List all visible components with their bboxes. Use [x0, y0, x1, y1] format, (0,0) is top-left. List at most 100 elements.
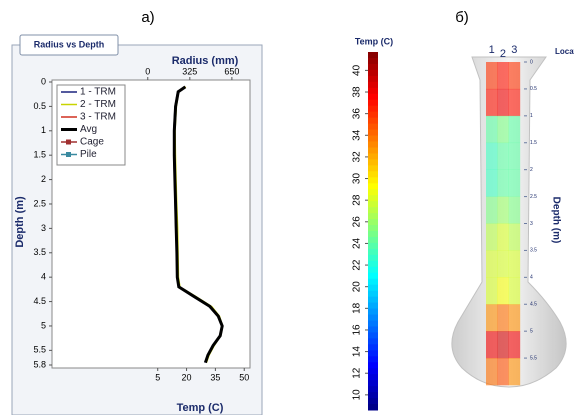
colorbar-segment [368, 278, 378, 286]
data-line [172, 85, 224, 364]
temperature-cell [486, 169, 498, 197]
colorbar-tick-label: 24 [352, 237, 363, 249]
legend-marker [66, 139, 71, 145]
colorbar-segment [368, 242, 378, 250]
depth-tick-label: 5.5 [530, 355, 537, 361]
temperature-cell [508, 250, 521, 278]
colorbar-segment [368, 248, 378, 256]
tab[interactable] [19, 34, 119, 56]
location-tick-label: 3 [511, 44, 517, 56]
temperature-cell [486, 62, 498, 90]
depth-tick-label: 5 [530, 328, 533, 334]
temperature-cell [497, 223, 509, 251]
colorbar-segment [368, 81, 378, 89]
colorbar-segment [368, 105, 378, 113]
temperature-cell [497, 277, 509, 305]
temperature-cell [508, 358, 521, 386]
depth-tick-label: 1 [530, 113, 533, 119]
temperature-cell [486, 304, 498, 332]
depth-tick-label: 3 [530, 221, 533, 227]
location-label: Location [555, 47, 574, 56]
colorbar-segment [368, 344, 378, 351]
legend-label: Pile [80, 149, 97, 160]
legend-label: Avg [80, 124, 97, 135]
legend [56, 84, 126, 166]
temperature-cell [486, 331, 498, 359]
y-tick-label: 5.8 [33, 359, 46, 369]
colorbar-segment [368, 201, 378, 208]
x-tick-label: 650 [224, 66, 239, 76]
y-tick-label: 0 [41, 76, 46, 86]
y-tick-label: 2.5 [33, 198, 46, 208]
panel-label: a) [141, 9, 154, 26]
colorbar-segment [368, 296, 378, 304]
colorbar-tick-label: 32 [352, 151, 363, 163]
temperature-cell [497, 62, 509, 90]
temperature-cell [486, 115, 498, 144]
colorbar-segment [368, 99, 378, 107]
temperature-cell [497, 250, 509, 278]
y-tick-label: 4.5 [33, 296, 46, 306]
temperature-cell [497, 115, 509, 144]
colorbar-segment [368, 320, 378, 327]
x2-axis-title: Temp (C) [177, 402, 224, 414]
colorbar-segment [368, 69, 378, 77]
x-tick-label: 325 [182, 66, 197, 76]
temperature-cell [508, 304, 521, 332]
temperature-cell [508, 115, 521, 144]
colorbar-segment [368, 219, 378, 226]
x-tick-label: 0 [145, 66, 150, 76]
legend-label: Cage [80, 137, 104, 148]
temperature-cell [508, 331, 521, 359]
colorbar-segment [368, 386, 378, 393]
depth-tick-label: 4.5 [530, 302, 537, 308]
colorbar-segment [368, 290, 378, 298]
temperature-cell [486, 88, 498, 117]
colorbar-segment [368, 338, 378, 345]
temperature-cell [486, 358, 498, 386]
temperature-cell [508, 88, 521, 117]
colorbar-segment [368, 111, 378, 119]
colorbar-segment [368, 368, 378, 375]
legend-label: 1 - TRM [80, 87, 116, 98]
colorbar-title: Temp (C) [355, 36, 393, 46]
temperature-cell [497, 88, 509, 117]
y-axis-title: Depth (m) [14, 196, 26, 248]
y-tick-label: 3 [41, 223, 46, 233]
colorbar-tick-label: 36 [352, 108, 363, 120]
colorbar-tick-label: 20 [352, 281, 363, 293]
colorbar-segment [368, 147, 378, 154]
y-tick-label: 4 [41, 272, 46, 282]
colorbar-tick-label: 12 [352, 367, 363, 379]
temperature-cell [508, 196, 521, 224]
colorbar-segment [368, 177, 378, 184]
colorbar-tick-label: 10 [352, 389, 363, 401]
colorbar-segment [368, 225, 378, 232]
colorbar-segment [368, 254, 378, 262]
x2-tick-label: 20 [182, 372, 192, 382]
colorbar-segment [368, 135, 378, 142]
colorbar-segment [368, 195, 378, 202]
temperature-cell [486, 277, 498, 305]
colorbar-segment [368, 356, 378, 363]
colorbar-segment [368, 87, 378, 95]
temperature-cell [497, 142, 509, 170]
location-tick-label: 1 [489, 44, 495, 56]
colorbar-segment [368, 284, 378, 292]
temperature-cell [497, 331, 509, 359]
depth-tick-label: 4 [530, 275, 533, 281]
y-tick-label: 0.5 [33, 101, 46, 111]
colorbar-segment [368, 93, 378, 101]
temperature-cell [486, 196, 498, 224]
colorbar-segment [368, 183, 378, 190]
colorbar-segment [368, 302, 378, 310]
depth-tick-label: 3.5 [530, 248, 537, 254]
legend-label: 3 - TRM [80, 112, 116, 123]
y-tick-label: 5 [41, 320, 46, 330]
colorbar-tick-label: 28 [352, 194, 363, 206]
colorbar-segment [368, 260, 378, 268]
colorbar-segment [368, 141, 378, 148]
colorbar-segment [368, 75, 378, 83]
y-tick-label: 1.5 [33, 150, 46, 160]
colorbar-segment [368, 272, 378, 280]
